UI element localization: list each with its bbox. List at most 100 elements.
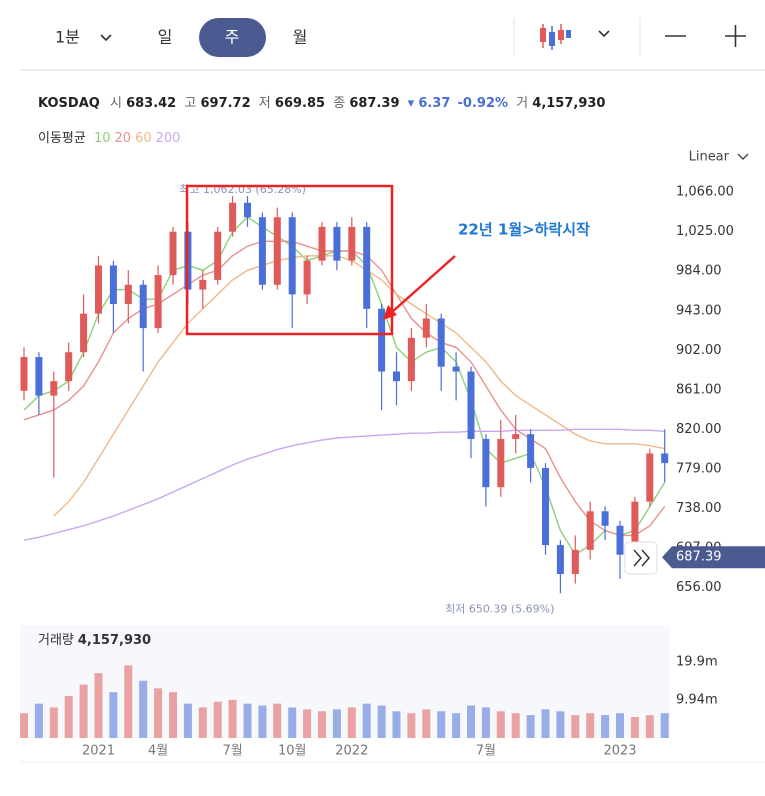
candle-body xyxy=(258,217,266,285)
candle-body xyxy=(95,265,102,314)
arrow-head xyxy=(383,305,397,320)
label: 고 xyxy=(184,96,196,111)
value: 687.39 xyxy=(349,96,399,111)
x-tick-label: 2021 xyxy=(82,744,115,759)
candle-body xyxy=(124,284,132,305)
y-tick-label: 1,025.00 xyxy=(676,224,734,239)
volume-bar xyxy=(213,701,222,738)
volume-bar xyxy=(526,715,535,738)
volume-bar xyxy=(481,707,490,738)
volume-bar xyxy=(347,707,356,738)
candle-body xyxy=(244,202,251,218)
chevron[interactable] xyxy=(598,30,610,38)
value: 669.85 xyxy=(275,96,325,111)
chart-type-icon[interactable] xyxy=(540,24,571,50)
volume-label: 거래량 xyxy=(38,633,74,648)
candle-body xyxy=(527,434,535,468)
candle-body xyxy=(467,371,475,439)
candle-body xyxy=(571,549,579,574)
change-pct: -0.92% xyxy=(458,96,509,111)
candle-body xyxy=(407,337,415,382)
candle-body xyxy=(154,275,162,329)
volume-value: 4,157,930 xyxy=(78,633,151,648)
volume-bar xyxy=(556,711,565,738)
candle-body xyxy=(229,202,237,232)
candle-body xyxy=(497,438,505,488)
chevron[interactable] xyxy=(100,34,112,42)
volume-bar xyxy=(332,709,341,738)
volume-bar xyxy=(586,713,595,738)
candle-body xyxy=(50,381,58,396)
scale-mode[interactable]: Linear xyxy=(689,150,730,165)
annotation-arrow xyxy=(391,255,456,313)
x-tick-label: 4월 xyxy=(148,744,168,759)
volume-bar xyxy=(630,717,639,738)
volume-bar xyxy=(34,703,43,738)
legend-entry: 20 xyxy=(115,131,132,146)
label: 시 xyxy=(110,96,122,111)
highlight-box xyxy=(185,184,394,336)
volume-bar xyxy=(288,707,297,738)
symbol: KOSDAQ xyxy=(38,96,100,111)
value: 4,157,930 xyxy=(532,96,605,111)
candle-body xyxy=(80,313,88,353)
annotation: 22년 1월>하락시작 xyxy=(458,221,590,239)
legend-entry: 60 xyxy=(135,131,152,146)
y-tick-label: 1,066.00 xyxy=(676,185,734,200)
y-tick-label: 984.00 xyxy=(676,264,722,279)
candle-body xyxy=(646,453,654,502)
interval-select[interactable]: 1분 xyxy=(55,28,80,47)
volume-bar xyxy=(362,703,371,738)
candle-body xyxy=(422,318,430,338)
volume-tick-label: 19.9m xyxy=(676,655,718,670)
zoom-in[interactable] xyxy=(725,25,746,47)
candle-body xyxy=(35,357,43,396)
tab-week[interactable]: 주 xyxy=(225,28,240,47)
tab-month[interactable]: 월 xyxy=(293,28,308,47)
legend-entry: 10 xyxy=(94,131,111,146)
quote-line: KOSDAQ 시 683.42 고 697.72 저 669.85 종 687.… xyxy=(38,96,605,111)
volume-bar xyxy=(169,692,177,738)
candle-body xyxy=(65,352,73,382)
candle-body xyxy=(437,318,445,367)
candle-body xyxy=(542,467,549,546)
volume-bar xyxy=(94,673,103,738)
min-label: 최저 650.39 (5.69%) xyxy=(445,602,554,615)
volume-tick-label: 9.94m xyxy=(676,693,718,708)
volume-bar xyxy=(243,703,252,738)
tab-day[interactable]: 일 xyxy=(158,28,173,47)
volume-bar xyxy=(64,696,73,738)
toolbar xyxy=(0,0,765,70)
candle-body xyxy=(318,226,326,261)
volume-bar xyxy=(645,715,654,738)
tab-selected-bg[interactable] xyxy=(199,18,266,57)
ma-line xyxy=(23,216,666,556)
candle-body xyxy=(661,453,669,464)
candle-body xyxy=(169,231,177,276)
volume-bar xyxy=(109,692,118,738)
volume-bar xyxy=(273,703,282,738)
candle-body xyxy=(556,545,564,574)
ma-line xyxy=(23,428,665,541)
candle-body xyxy=(452,366,460,372)
y-tick-label: 738.00 xyxy=(676,501,722,516)
candle-body xyxy=(139,284,147,329)
candle-body xyxy=(348,226,356,261)
volume-bar xyxy=(154,688,163,738)
label: 거 xyxy=(516,96,528,111)
candle-body xyxy=(288,217,296,295)
volume-bar xyxy=(437,711,446,738)
candle-body xyxy=(273,217,281,285)
volume-bar xyxy=(496,711,505,738)
chevron[interactable] xyxy=(737,153,749,160)
ma-line xyxy=(23,240,666,537)
scroll-icon[interactable] xyxy=(633,549,650,567)
value: 683.42 xyxy=(126,96,176,111)
volume-title: 거래량 4,157,930 xyxy=(38,633,151,648)
volume-bar xyxy=(571,715,580,738)
volume-bar xyxy=(198,707,207,738)
volume-bar xyxy=(228,699,237,738)
last-price-marker xyxy=(662,546,765,569)
marks: 1,066.00 1,025.00 984.00 943.00 902.00 861.00… xyxy=(20,183,765,759)
